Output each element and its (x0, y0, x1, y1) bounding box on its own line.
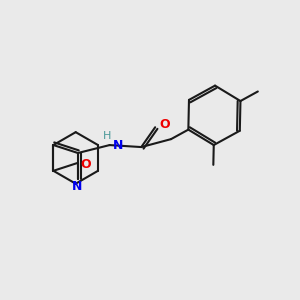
Text: O: O (80, 158, 91, 171)
Text: H: H (102, 131, 111, 141)
Text: N: N (112, 139, 123, 152)
Text: N: N (72, 180, 82, 193)
Text: O: O (159, 118, 170, 131)
